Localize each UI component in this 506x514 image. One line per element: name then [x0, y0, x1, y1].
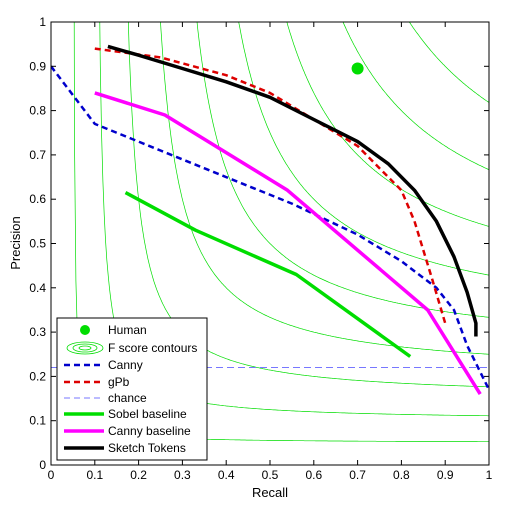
legend-label-gpb: gPb — [108, 375, 130, 389]
legend-box — [56, 317, 208, 461]
legend-label-canny: Canny — [108, 358, 143, 372]
human-layer — [351, 62, 364, 75]
f-score-contour — [408, 22, 489, 103]
x-tick-label: 0.1 — [86, 468, 103, 482]
legend: Human F score contours Canny gPb chance … — [56, 317, 208, 461]
series-line-sketch-tokens — [107, 44, 478, 337]
x-tick-label: 0.4 — [218, 468, 235, 482]
series-line-canny-baseline — [94, 91, 482, 396]
series-line-sobel-baseline — [124, 191, 412, 358]
legend-human-marker — [80, 325, 90, 335]
y-tick-label: 0.3 — [29, 325, 46, 339]
y-tick-label: 0.6 — [29, 192, 46, 206]
y-tick-label: 1 — [39, 15, 46, 29]
legend-contours-icon — [66, 341, 104, 355]
f-score-contour — [238, 22, 489, 276]
series-line-canny — [51, 65, 489, 391]
y-tick-label: 0.9 — [29, 59, 46, 73]
y-tick-label: 0.5 — [29, 237, 46, 251]
legend-label-human: Human — [108, 323, 147, 337]
x-tick-label: 0.7 — [349, 468, 366, 482]
f-score-contour — [196, 22, 489, 318]
y-tick-label: 0.7 — [29, 148, 46, 162]
y-tick-label: 0.2 — [29, 369, 46, 383]
x-tick-label: 0.5 — [262, 468, 279, 482]
x-tick-label: 1 — [486, 468, 493, 482]
f-score-contour — [286, 22, 489, 227]
x-tick-label: 0 — [48, 468, 55, 482]
y-tick-label: 0.8 — [29, 104, 46, 118]
x-tick-label: 0.2 — [130, 468, 147, 482]
legend-label-contours: F score contours — [108, 341, 197, 355]
f-score-contour — [342, 22, 489, 171]
y-tick-label: 0.4 — [29, 281, 46, 295]
axis-ticks: 0 0.1 0.2 0.3 0.4 0.5 0.6 0.7 0.8 0.9 1 0 0.1 0.2 0.3 0… — [29, 15, 492, 482]
series-layer — [51, 44, 489, 396]
x-tick-label: 0.3 — [174, 468, 191, 482]
x-tick-label: 0.8 — [393, 468, 410, 482]
y-axis-label: Precision — [8, 216, 23, 269]
series-line-gpb — [94, 47, 447, 324]
legend-label-sketch: Sketch Tokens — [108, 441, 186, 455]
legend-label-canny-baseline: Canny baseline — [108, 424, 191, 438]
legend-label-chance: chance — [108, 391, 147, 405]
y-tick-label: 0.1 — [29, 414, 46, 428]
x-tick-label: 0.6 — [305, 468, 322, 482]
x-axis-label: Recall — [252, 485, 288, 500]
f-score-contour — [160, 22, 489, 355]
y-tick-label: 0 — [39, 458, 46, 472]
human-point — [351, 62, 364, 75]
x-tick-label: 0.9 — [437, 468, 454, 482]
legend-label-sobel: Sobel baseline — [108, 407, 187, 421]
